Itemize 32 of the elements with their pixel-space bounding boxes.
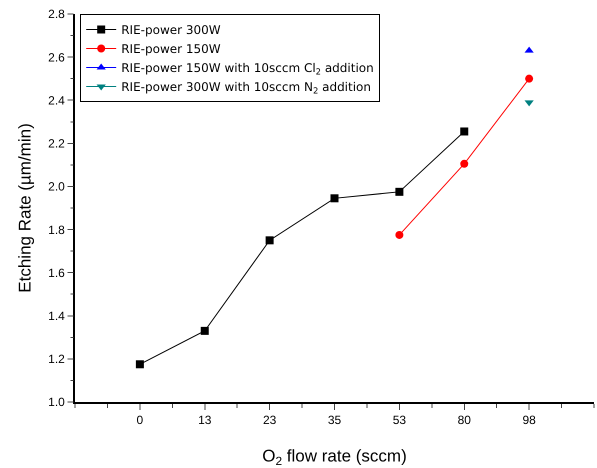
y-tick-label: 1.8 <box>48 222 66 237</box>
point <box>460 127 468 136</box>
y-tick-label: 2.6 <box>48 50 66 64</box>
x-tick-label: 80 <box>458 413 472 428</box>
x-tick-label: 53 <box>392 413 406 428</box>
legend-label: RIE-power 150W with 10sccm Cl$_{2}$ addition <box>121 61 374 77</box>
legend-label: RIE-power 300W with 10sccm N$_{2}$ addition <box>121 80 372 96</box>
y-tick-label: 2.0 <box>48 180 66 194</box>
point <box>266 236 274 244</box>
point <box>460 160 468 168</box>
y-axis-title: Etching Rate (µm/min) <box>16 123 34 293</box>
y-tick-label: 1.4 <box>48 308 66 323</box>
x-tick-label: 23 <box>262 413 277 428</box>
x-tick-label: 35 <box>328 413 342 428</box>
point <box>395 230 404 239</box>
legend-label: RIE-power 150W <box>121 42 221 56</box>
y-tick-label: 2.2 <box>48 136 66 151</box>
y-tick-label: 1.6 <box>48 266 66 280</box>
point <box>136 360 144 368</box>
point <box>525 74 534 83</box>
y-tick-label: 1.2 <box>48 352 66 366</box>
x-tick-label: 98 <box>522 413 536 428</box>
point <box>395 188 404 196</box>
y-tick-label: 2.4 <box>48 93 66 108</box>
point <box>200 326 209 335</box>
point <box>330 194 338 202</box>
x-axis-title: O$_{2}$ flow rate (sccm) <box>262 446 407 468</box>
legend-label: RIE-power 300W <box>121 23 221 38</box>
x-tick-label: 13 <box>198 413 212 428</box>
y-tick-label: 1.0 <box>48 395 66 410</box>
x-tick-label: 0 <box>136 413 144 428</box>
y-tick-label: 2.8 <box>48 7 66 22</box>
